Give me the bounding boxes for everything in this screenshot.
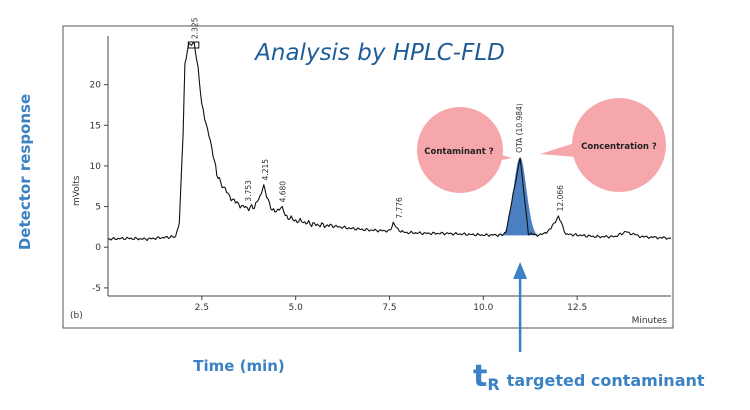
chart-title: Analysis by HPLC-FLD — [253, 40, 505, 66]
x-tick-label: 2.5 — [195, 303, 209, 313]
tr-subscript: R — [487, 375, 499, 394]
y-tick-label: 10 — [90, 162, 102, 172]
peak-label: 4.215 — [261, 159, 270, 181]
peak-label: OTA (10.984) — [515, 103, 524, 153]
peak-label: 12.066 — [556, 185, 565, 211]
peak-label: 7.776 — [395, 197, 404, 219]
panel-label: (b) — [70, 311, 83, 321]
retention-time-label: tR targeted contaminant — [473, 359, 705, 394]
series-line — [108, 42, 671, 242]
chart-frame — [62, 25, 674, 329]
x-tick-label: 12.5 — [567, 303, 587, 313]
peak-label: 4.680 — [279, 181, 288, 203]
x-axis-title: Time (min) — [193, 357, 285, 375]
concentration-bubble — [572, 98, 666, 192]
y-axis-title: Detector response — [16, 94, 34, 250]
y-tick-label: -5 — [92, 284, 101, 294]
tr-description: targeted contaminant — [507, 371, 705, 390]
saturation-box — [187, 41, 200, 49]
peak-label: 3.753 — [244, 180, 253, 202]
concentration-label: Concentration ? — [581, 142, 657, 152]
tr-symbol: t — [473, 359, 487, 394]
x-unit-label: Minutes — [632, 316, 668, 326]
x-tick-label: 5.0 — [289, 303, 304, 313]
contaminant-bubble — [417, 107, 503, 193]
x-tick-label: 10.0 — [473, 303, 493, 313]
y-tick-label: 15 — [90, 121, 101, 131]
y-unit-label: mVolts — [72, 175, 82, 206]
y-tick-label: 5 — [95, 203, 101, 213]
peak-label: 2.325 — [190, 17, 199, 39]
retention-arrow-head — [513, 262, 528, 279]
y-tick-label: 0 — [95, 243, 101, 253]
x-tick-label: 7.5 — [382, 303, 396, 313]
y-tick-label: 20 — [90, 81, 102, 91]
contaminant-label: Contaminant ? — [424, 147, 494, 157]
